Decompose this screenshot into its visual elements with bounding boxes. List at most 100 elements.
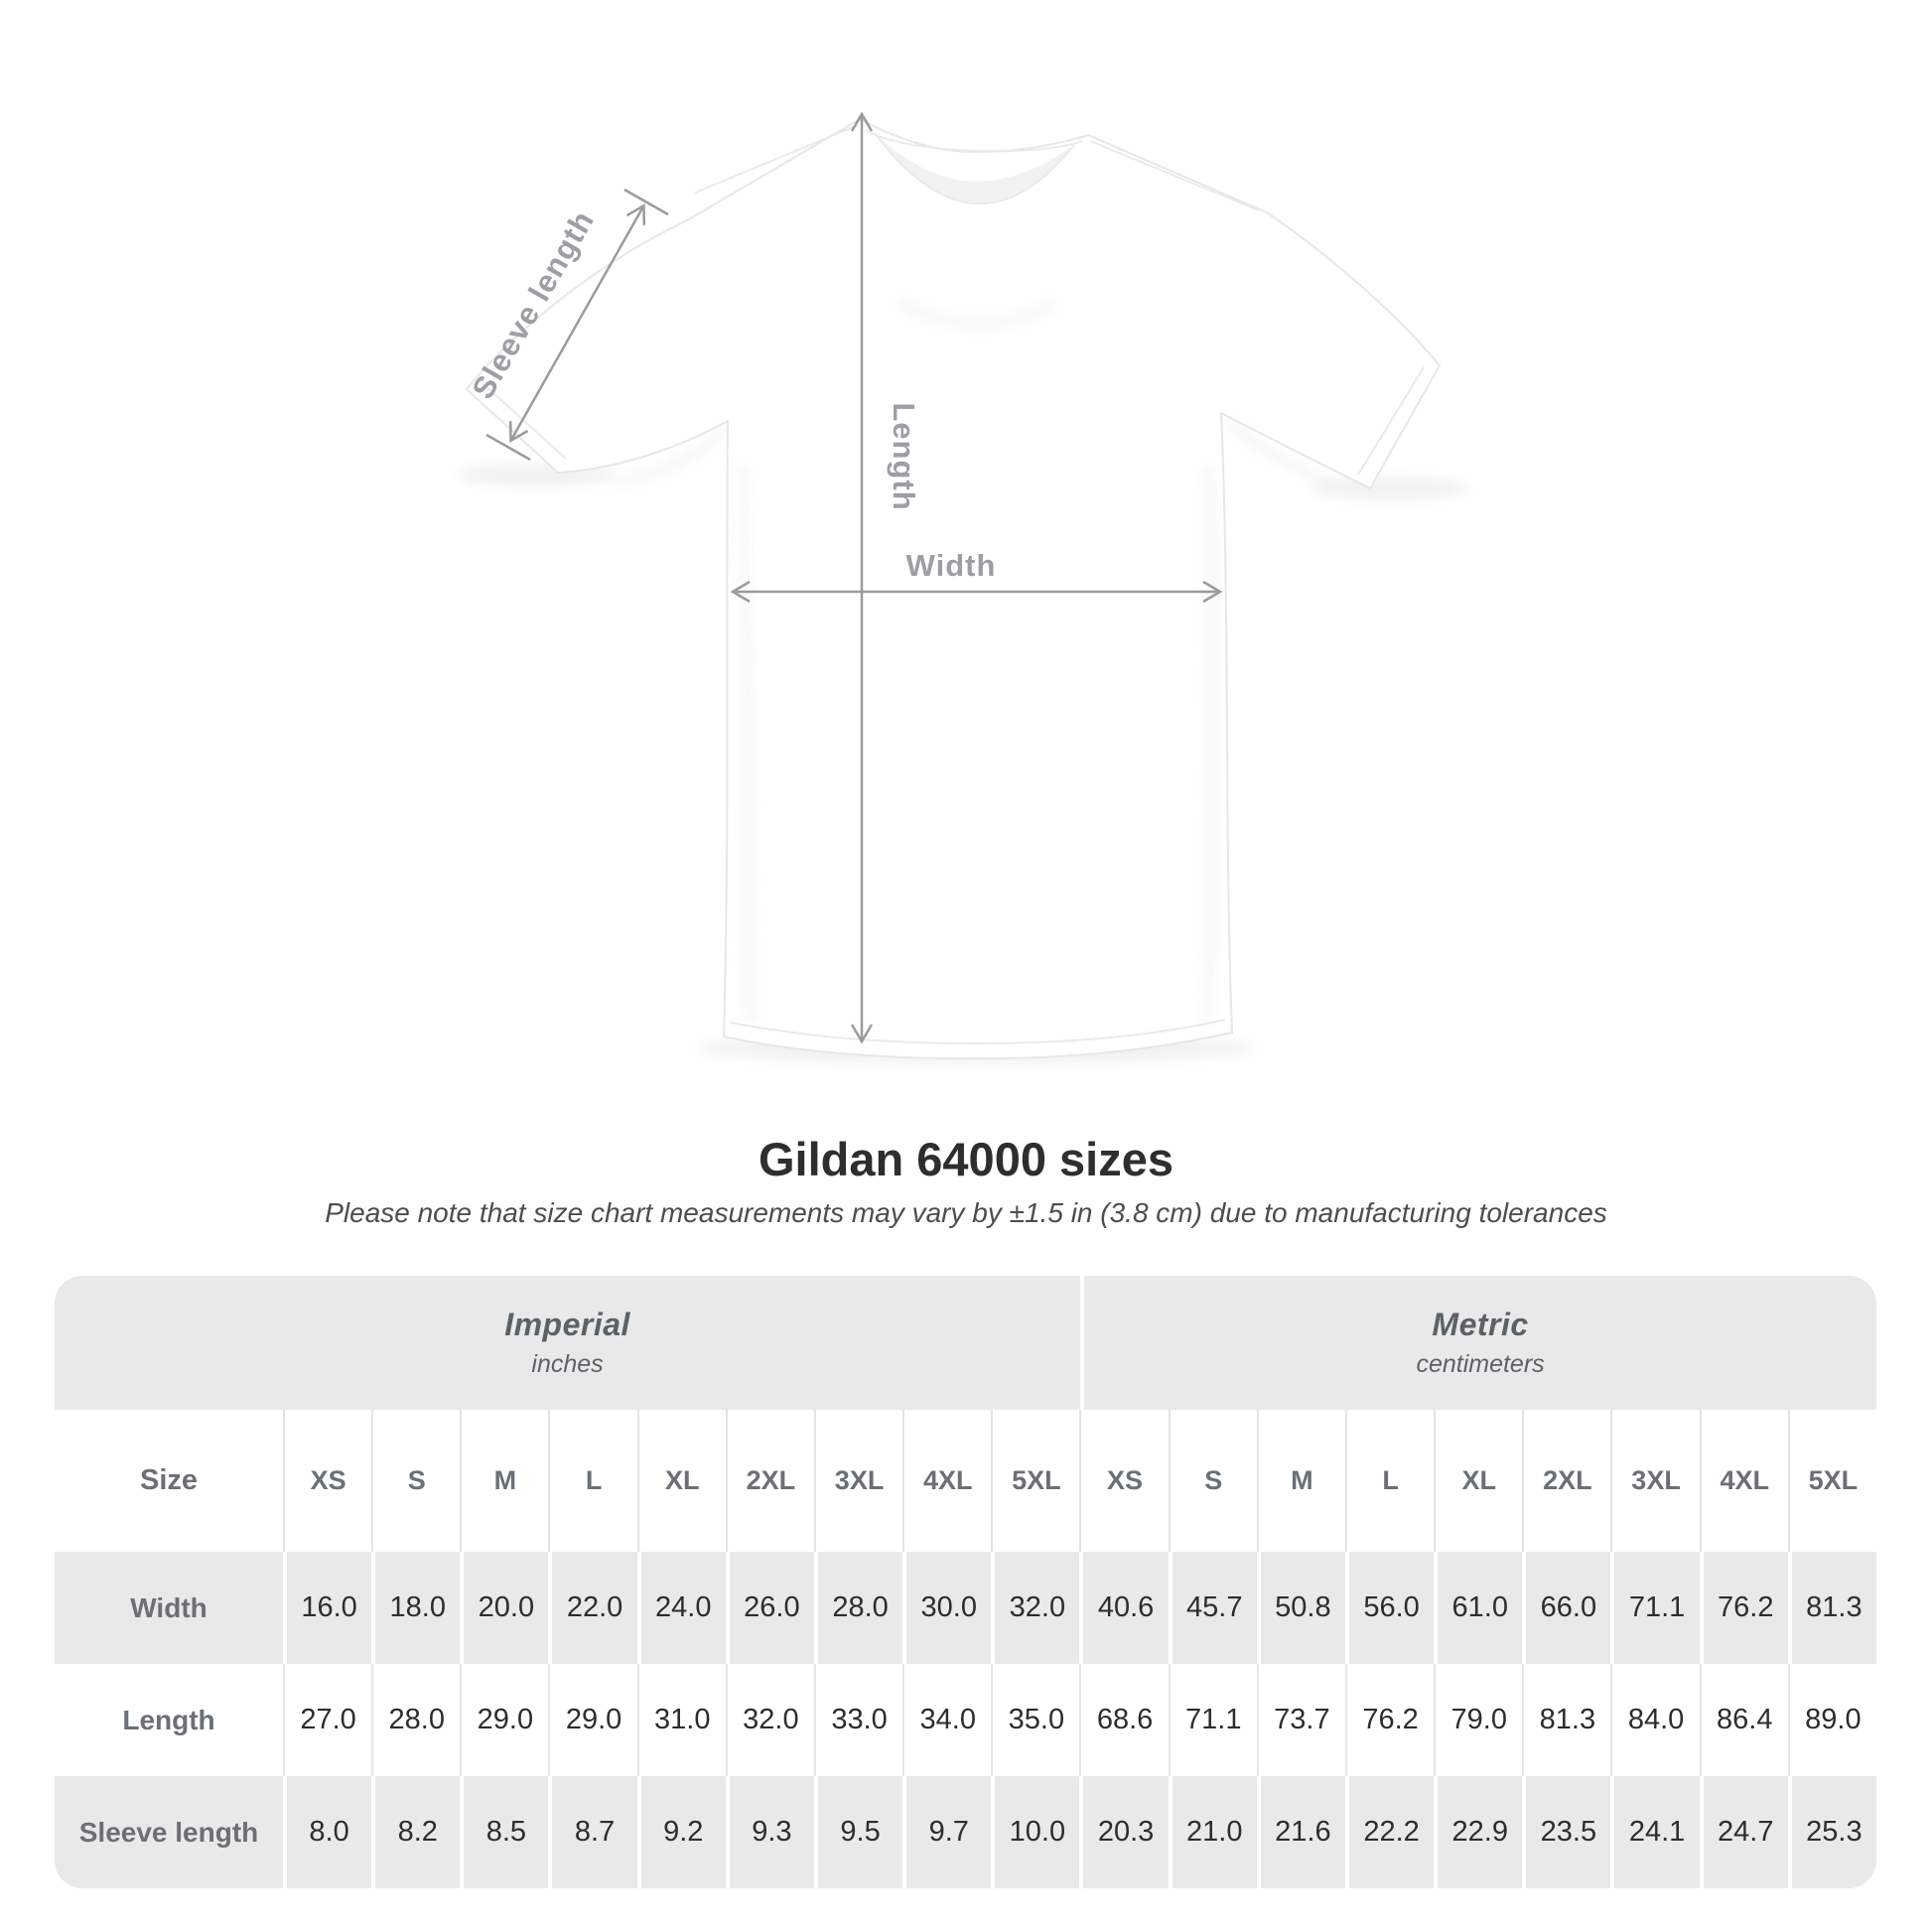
- table-cell: 81.3: [1787, 1552, 1876, 1664]
- sleeve-arrow-bottom-tick: [485, 433, 531, 462]
- right-shoulder-seam: [1089, 140, 1260, 211]
- left-shoulder-seam: [694, 124, 859, 194]
- imperial-unit-label: inches: [531, 1350, 604, 1378]
- table-cell: 81.3: [1522, 1664, 1611, 1776]
- table-cell: 33.0: [813, 1664, 903, 1776]
- table-cell: 56.0: [1344, 1552, 1435, 1664]
- table-cell: 73.7: [1256, 1664, 1345, 1776]
- size-column-header: XL: [636, 1410, 726, 1552]
- table-cell: 9.5: [813, 1776, 903, 1888]
- tolerance-note: Please note that size chart measurements…: [325, 1197, 1607, 1228]
- table-cell: 24.0: [636, 1552, 726, 1664]
- size-column-header: M: [460, 1410, 549, 1552]
- table-cell: 66.0: [1522, 1552, 1611, 1664]
- size-header-label: Size: [55, 1410, 283, 1552]
- collar-stitch: [865, 129, 1083, 153]
- tshirt-measurement-diagram: Width Length Sleeve length: [457, 111, 1469, 1064]
- crease-left-side: [740, 466, 754, 1022]
- table-cell: 29.0: [548, 1664, 637, 1776]
- table-cell: 18.0: [371, 1552, 461, 1664]
- table-cell: 22.9: [1434, 1776, 1523, 1888]
- table-cell: 26.0: [725, 1552, 814, 1664]
- size-column-header: 5XL: [1787, 1410, 1876, 1552]
- table-cell: 8.0: [283, 1776, 372, 1888]
- table-cell: 32.0: [991, 1552, 1080, 1664]
- table-cell: 9.7: [902, 1776, 992, 1888]
- table-cell: 8.5: [460, 1776, 549, 1888]
- size-column-header: 2XL: [725, 1410, 814, 1552]
- table-cell: 40.6: [1079, 1552, 1169, 1664]
- table-cell: 10.0: [991, 1776, 1080, 1888]
- table-cell: 84.0: [1610, 1664, 1700, 1776]
- table-cell: 25.3: [1787, 1776, 1876, 1888]
- imperial-label: Imperial: [504, 1307, 630, 1342]
- table-cell: 20.0: [460, 1552, 549, 1664]
- table-cell: 21.6: [1256, 1776, 1345, 1888]
- row-label: Sleeve length: [55, 1776, 283, 1888]
- table-cell: 9.3: [725, 1776, 814, 1888]
- size-column-header: 3XL: [813, 1410, 903, 1552]
- row-label: Length: [55, 1664, 283, 1776]
- table-cell: 32.0: [725, 1664, 814, 1776]
- length-label: Length: [887, 402, 921, 510]
- table-cell: 8.2: [371, 1776, 461, 1888]
- imperial-section-header: Imperial inches: [55, 1276, 1081, 1410]
- size-table-grid: Size XS S M L XL 2XL 3XL 4XL 5XL XS S M L XL 2XL 3XL 4XL 5…: [55, 1410, 1876, 1888]
- table-cell: 76.2: [1699, 1552, 1788, 1664]
- size-column-header: XS: [283, 1410, 372, 1552]
- table-cell: 9.2: [636, 1776, 726, 1888]
- metric-section-header: Metric centimeters: [1084, 1276, 1876, 1410]
- collar-inner-edge: [874, 132, 1075, 206]
- table-cell: 89.0: [1787, 1664, 1876, 1776]
- size-column-header: S: [1168, 1410, 1257, 1552]
- unit-header-band: Imperial inches Metric centimeters: [55, 1276, 1876, 1410]
- table-cell: 27.0: [283, 1664, 372, 1776]
- table-cell: 30.0: [902, 1552, 992, 1664]
- size-column-header: S: [371, 1410, 461, 1552]
- size-column-header: 4XL: [902, 1410, 992, 1552]
- table-cell: 86.4: [1699, 1664, 1788, 1776]
- size-chart-table: Imperial inches Metric centimeters Size X…: [55, 1276, 1876, 1888]
- table-cell: 50.8: [1256, 1552, 1345, 1664]
- table-cell: 31.0: [636, 1664, 726, 1776]
- table-cell: 8.7: [548, 1776, 637, 1888]
- table-cell: 24.1: [1610, 1776, 1700, 1888]
- table-cell: 35.0: [991, 1664, 1080, 1776]
- size-column-header: XS: [1079, 1410, 1169, 1552]
- table-cell: 22.0: [548, 1552, 637, 1664]
- size-column-header: 2XL: [1522, 1410, 1611, 1552]
- width-label: Width: [906, 548, 997, 583]
- size-column-header: XL: [1434, 1410, 1523, 1552]
- table-cell: 24.7: [1699, 1776, 1788, 1888]
- collar-opening: [875, 133, 1074, 205]
- table-cell: 76.2: [1344, 1664, 1435, 1776]
- metric-label: Metric: [1432, 1307, 1529, 1342]
- crease-right-underarm: [1225, 419, 1333, 485]
- table-cell: 20.3: [1079, 1776, 1169, 1888]
- table-cell: 28.0: [813, 1552, 903, 1664]
- size-column-header: 5XL: [991, 1410, 1080, 1552]
- size-column-header: M: [1256, 1410, 1345, 1552]
- size-column-header: 4XL: [1699, 1410, 1788, 1552]
- page-title: Gildan 64000 sizes: [758, 1133, 1174, 1185]
- metric-unit-label: centimeters: [1416, 1350, 1545, 1378]
- size-column-header: L: [548, 1410, 637, 1552]
- table-cell: 71.1: [1168, 1664, 1257, 1776]
- table-cell: 45.7: [1168, 1552, 1257, 1664]
- sleeve-length-arrow: [508, 203, 646, 444]
- size-column-header: L: [1344, 1410, 1435, 1552]
- table-cell: 34.0: [902, 1664, 992, 1776]
- table-cell: 29.0: [460, 1664, 549, 1776]
- tee-shadow-right-sleeve: [1311, 477, 1469, 500]
- row-label: Width: [55, 1552, 283, 1664]
- hem-stitch: [730, 1019, 1226, 1045]
- right-cuff-seam: [1357, 366, 1425, 476]
- table-cell: 61.0: [1434, 1552, 1523, 1664]
- crease-left-underarm: [611, 427, 727, 485]
- size-column-header: 3XL: [1610, 1410, 1700, 1552]
- table-cell: 79.0: [1434, 1664, 1523, 1776]
- table-cell: 22.2: [1344, 1776, 1435, 1888]
- crease-right-side: [1204, 466, 1216, 1022]
- table-cell: 23.5: [1522, 1776, 1611, 1888]
- crease-under-collar: [897, 299, 1056, 326]
